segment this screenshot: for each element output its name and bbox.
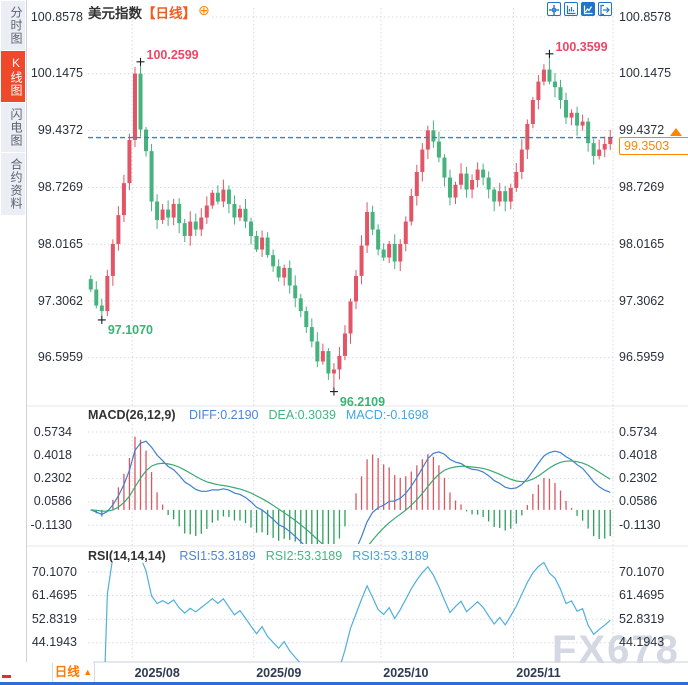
low-annotation: 96.2109: [339, 394, 386, 409]
x-axis-label: 2025/08: [134, 666, 180, 680]
period-tag: 【日线】: [142, 6, 196, 21]
macd-axis-tick: 0.4018: [33, 447, 72, 462]
rsi-axis-tick: 44.1943: [619, 635, 665, 650]
main-axis-tick: 98.7269: [37, 179, 83, 194]
macd-axis-tick: 0.0586: [33, 494, 72, 509]
period-up-arrow-icon: ▲: [83, 667, 93, 677]
symbol-name: 美元指数: [88, 6, 142, 21]
main-axis-tick: 98.0165: [37, 236, 83, 251]
macd-title: MACD(26,12,9): [88, 408, 176, 422]
rsi-axis-tick: 70.1070: [619, 564, 665, 579]
watermark: FX678: [552, 628, 680, 672]
macd-axis-tick: 0.0586: [619, 494, 658, 509]
macd-legend-1: DEA:0.3039: [268, 408, 336, 422]
window-bottom-border: [0, 682, 688, 685]
zoom-chart-icon[interactable]: [581, 2, 595, 16]
main-axis-tick: 98.7269: [619, 179, 665, 194]
sidebar-tab-contract-info[interactable]: 合约资料: [1, 153, 25, 215]
rsi-axis-tick: 52.8319: [31, 611, 77, 626]
sidebar-tab-timeline[interactable]: 分时图: [1, 1, 25, 50]
high-annotation: 100.2599: [146, 47, 199, 62]
price-up-arrow-icon: [670, 128, 682, 136]
sidebar-tab-kline[interactable]: K线图: [1, 51, 25, 102]
macd-axis-tick: 0.5734: [33, 424, 72, 439]
rsi-axis-tick: 61.4695: [31, 588, 77, 603]
rsi-legend-0: RSI1:53.3189: [179, 549, 256, 563]
main-axis-tick: 98.0165: [619, 236, 665, 251]
main-axis-tick: 96.5959: [37, 350, 83, 365]
macd-legend-2: MACD:-0.1698: [345, 408, 429, 422]
macd-axis-tick: 0.2302: [33, 471, 72, 486]
add-circle-icon[interactable]: ⊕: [198, 2, 210, 18]
x-axis-label: 2025/10: [383, 666, 429, 680]
rsi-header: RSI(14,14,14) RSI1:53.3189 RSI2:53.3189 RS…: [88, 549, 439, 563]
rsi-legend-1: RSI2:53.3189: [265, 549, 343, 563]
rsi-axis-tick: 44.1943: [31, 635, 77, 650]
macd-header: MACD(26,12,9) DIFF:0.2190 DEA:0.3039 MACD:…: [88, 408, 439, 422]
macd-axis-tick: -0.1130: [30, 517, 72, 532]
macd-axis-tick: -0.1130: [619, 517, 661, 532]
x-axis-label: 2025/09: [256, 666, 302, 680]
rsi-axis-tick: 52.8319: [619, 611, 665, 626]
rsi-legend-2: RSI3:53.3189: [352, 549, 429, 563]
main-axis-tick: 99.4372: [37, 123, 83, 138]
scrollbar-thumb[interactable]: [2, 675, 11, 678]
chart-toolbar: [547, 2, 612, 16]
period-selector-label: 日线: [54, 665, 80, 679]
low-annotation: 97.1070: [107, 322, 153, 337]
sidebar-tab-flash[interactable]: 闪电图: [1, 103, 25, 152]
sidebar: 分时图 K线图 闪电图 合约资料: [0, 0, 27, 662]
main-axis-tick: 100.8578: [30, 9, 83, 24]
main-axis-tick: 99.4372: [619, 123, 665, 138]
macd-legend-0: DIFF:0.2190: [189, 408, 259, 422]
rsi-title: RSI(14,14,14): [88, 549, 166, 563]
crosshair-icon[interactable]: [547, 2, 561, 16]
collapse-right-icon[interactable]: [598, 2, 612, 16]
main-axis-tick: 97.3062: [619, 293, 665, 308]
title-bar: 美元指数【日线】 ⊕: [88, 2, 210, 21]
rsi-axis-tick: 61.4695: [619, 588, 665, 603]
period-selector[interactable]: 日线 ▲: [52, 663, 95, 682]
main-axis-tick: 96.5959: [619, 350, 665, 365]
x-axis-label: 2025/11: [516, 666, 561, 680]
main-axis-tick: 97.3062: [37, 293, 83, 308]
main-axis-tick: 100.8578: [619, 9, 672, 24]
last-price-box: 99.3503: [619, 137, 688, 155]
rsi-axis-tick: 70.1070: [31, 564, 77, 579]
scale-axes-icon[interactable]: [564, 2, 578, 16]
macd-axis-tick: 0.2302: [619, 471, 658, 486]
macd-axis-tick: 0.5734: [619, 424, 658, 439]
high-annotation: 100.3599: [555, 39, 608, 54]
macd-axis-tick: 0.4018: [619, 447, 658, 462]
main-axis-tick: 100.1475: [619, 66, 672, 81]
main-axis-tick: 100.1475: [30, 66, 83, 81]
